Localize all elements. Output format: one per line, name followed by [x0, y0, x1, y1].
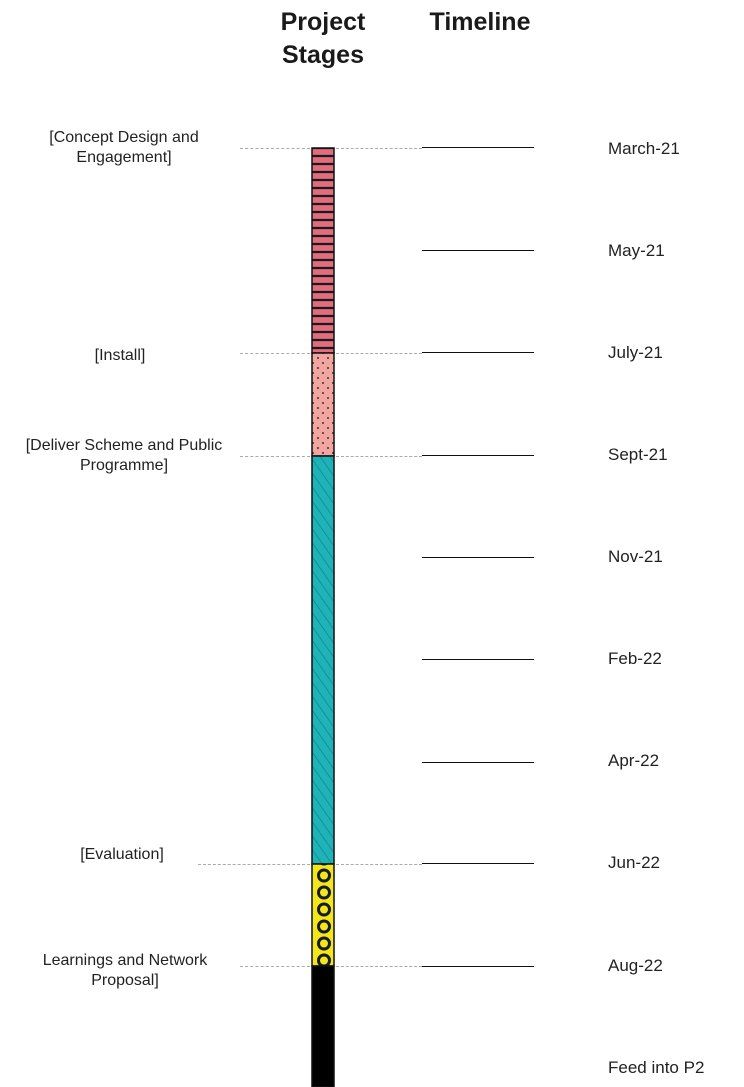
- timeline-tick: [422, 966, 534, 967]
- stage-label-evaluation: [Evaluation]: [80, 846, 164, 863]
- stage-connector-dash: [198, 864, 310, 865]
- timeline-tick: [422, 557, 534, 558]
- stage-connector-dash: [336, 353, 422, 354]
- stage-segment-deliver-scheme: [311, 455, 335, 865]
- stage-label-deliver-scheme: [Deliver Scheme and Public Programme]: [25, 437, 223, 474]
- stage-connector-dash: [336, 148, 422, 149]
- timeline-tick: [422, 455, 534, 456]
- timeline-date: May-21: [608, 241, 665, 260]
- timeline-date: Feb-22: [608, 649, 662, 668]
- stage-connector-dash: [240, 353, 310, 354]
- timeline-date: Nov-21: [608, 547, 663, 566]
- timeline-tick: [422, 762, 534, 763]
- timeline-date: Sept-21: [608, 445, 668, 464]
- timeline-date: Aug-22: [608, 956, 663, 975]
- timeline-tick: [422, 147, 534, 148]
- project-stages-header: Project Stages: [280, 8, 366, 69]
- stage-segment-install: [311, 352, 335, 457]
- timeline-tick: [422, 352, 534, 353]
- timeline-date: Apr-22: [608, 751, 660, 770]
- timeline-date: Jun-22: [608, 853, 660, 872]
- timeline-date: Feed into P2: [608, 1058, 705, 1077]
- timeline-tick: [422, 863, 534, 864]
- timeline-date: July-21: [608, 343, 663, 362]
- stage-connector-dash: [240, 966, 310, 967]
- timeline-tick: [422, 659, 534, 660]
- stage-connector-dash: [240, 456, 310, 457]
- stage-segment-concept-design: [311, 147, 335, 354]
- timeline-tick: [422, 250, 534, 251]
- stage-label-learnings: Learnings and Network Proposal]: [42, 952, 208, 989]
- stage-connector-dash: [336, 864, 422, 865]
- stage-segment-evaluation: [311, 863, 335, 967]
- stage-segment-learnings: [311, 965, 335, 1087]
- timeline-date: March-21: [608, 139, 680, 158]
- stage-connector-dash: [240, 148, 310, 149]
- stage-label-install: [Install]: [94, 347, 146, 364]
- stage-connector-dash: [336, 966, 422, 967]
- stage-label-concept-design: [Concept Design and Engagement]: [49, 129, 199, 166]
- timeline-header: Timeline: [429, 8, 531, 36]
- stage-connector-dash: [336, 456, 422, 457]
